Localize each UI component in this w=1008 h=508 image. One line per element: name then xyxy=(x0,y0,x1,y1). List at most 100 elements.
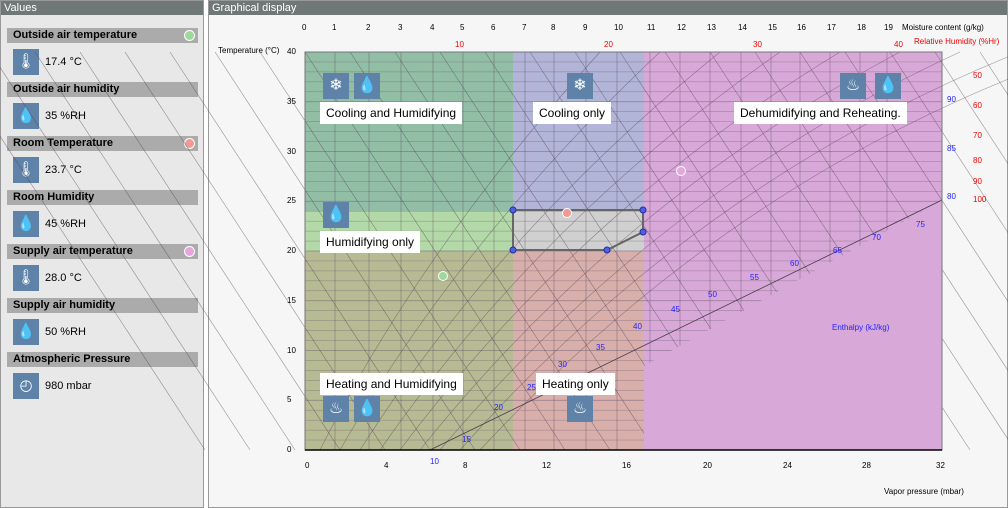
zone-label: Humidifying only xyxy=(320,231,421,253)
data-point-room xyxy=(562,208,572,218)
rh-curve xyxy=(419,51,901,451)
enthalpy-tick-label: 60 xyxy=(790,259,799,268)
value-group: Outside air humidity 💧 35 %RH xyxy=(7,82,198,129)
moisture-tick-label: 12 xyxy=(677,23,686,32)
comfort-zone-outline xyxy=(512,209,644,251)
heater-icon: ♨ xyxy=(567,396,593,422)
moisture-tick-label: 10 xyxy=(614,23,623,32)
enthalpy-tick-label: 55 xyxy=(750,273,759,282)
enthalpy-line xyxy=(79,51,341,451)
enthalpy-line xyxy=(979,51,1008,96)
value-group: Supply air temperature 🌡 28.0 °C xyxy=(7,244,198,291)
value-label-text: Supply air humidity xyxy=(13,299,116,311)
moisture-tick-label: 2 xyxy=(366,23,371,32)
moisture-tick-label: 11 xyxy=(647,23,656,32)
heater-icon: ♨ xyxy=(840,73,866,99)
moisture-tick-label: 14 xyxy=(738,23,747,32)
comfort-zone-handle xyxy=(509,206,517,214)
saturation-line xyxy=(429,199,943,451)
enthalpy-tick-label: 15 xyxy=(462,435,471,444)
rh-tick-label: 90 xyxy=(973,177,982,186)
humidity-drops-icon: 💧 xyxy=(13,103,39,129)
value-label: Room Temperature xyxy=(7,136,198,151)
humidity-drops-icon: 💧 xyxy=(13,211,39,237)
enthalpy-tick-label: 10 xyxy=(430,457,439,466)
value-label: Supply air temperature xyxy=(7,244,198,259)
rh-blue-tick-label: 90 xyxy=(947,95,956,104)
moisture-tick-label: 6 xyxy=(491,23,496,32)
data-point-outside-air xyxy=(438,271,448,281)
enthalpy-tick-label: 35 xyxy=(596,343,605,352)
value-label-text: Outside air humidity xyxy=(13,83,120,95)
snowflake-icon: ❄ xyxy=(567,73,593,99)
enthalpy-line xyxy=(0,66,251,451)
vapor-tick-label: 4 xyxy=(384,461,389,470)
enthalpy-tick-label: 50 xyxy=(708,290,717,299)
value-group: Room Humidity 💧 45 %RH xyxy=(7,190,198,237)
humidify-icon: 💧 xyxy=(354,396,380,422)
rh-tick-label: 20 xyxy=(604,40,613,49)
comfort-zone-handle xyxy=(639,228,647,236)
zone-label: Heating only xyxy=(536,373,615,395)
value-text: 28.0 °C xyxy=(45,272,82,284)
y-tick-label: 5 xyxy=(287,395,292,405)
value-label: Room Humidity xyxy=(7,190,198,205)
value-label: Supply air humidity xyxy=(7,298,198,313)
value-label-text: Room Temperature xyxy=(13,137,114,149)
moisture-tick-label: 5 xyxy=(460,23,465,32)
moisture-tick-label: 17 xyxy=(827,23,836,32)
enthalpy-tick-label: 30 xyxy=(558,360,567,369)
value-label: Outside air temperature xyxy=(7,28,198,43)
moisture-tick-label: 16 xyxy=(797,23,806,32)
enthalpy-axis-title: Enthalpy (kJ/kg) xyxy=(832,323,890,332)
y-tick-label: 25 xyxy=(287,196,296,206)
value-label-text: Atmospheric Pressure xyxy=(13,353,131,365)
zone-label: Cooling and Humidifying xyxy=(320,102,463,124)
vapor-tick-label: 24 xyxy=(783,461,792,470)
enthalpy-line xyxy=(934,51,1008,165)
comfort-zone-handle xyxy=(603,246,611,254)
value-label: Outside air humidity xyxy=(7,82,198,97)
moisture-tick-label: 0 xyxy=(302,23,307,32)
enthalpy-tick-label: 20 xyxy=(494,403,503,412)
enthalpy-tick-label: 65 xyxy=(833,246,842,255)
enthalpy-tick-label: 45 xyxy=(671,305,680,314)
value-label: Atmospheric Pressure xyxy=(7,352,198,367)
rh-axis-title: Relative Humidity (%Hr) xyxy=(914,37,1000,46)
value-text: 980 mbar xyxy=(45,380,92,392)
humidify-icon: 💧 xyxy=(323,202,349,228)
moisture-tick-label: 3 xyxy=(398,23,403,32)
zone-label: Cooling only xyxy=(533,102,612,124)
rh-tick-label: 60 xyxy=(973,101,982,110)
y-tick-label: 40 xyxy=(287,47,296,56)
enthalpy-line xyxy=(34,51,296,451)
rh-tick-label: 70 xyxy=(973,131,982,140)
comfort-zone-handle xyxy=(509,246,517,254)
vapor-tick-label: 8 xyxy=(463,461,468,470)
y-tick-label: 30 xyxy=(287,146,296,156)
rh-curve xyxy=(459,56,1008,451)
y-tick-label: 35 xyxy=(287,96,296,106)
comfort-zone-handle xyxy=(639,206,647,214)
vapor-tick-label: 20 xyxy=(703,461,712,470)
value-label-text: Room Humidity xyxy=(13,191,95,203)
value-text: 50 %RH xyxy=(45,326,86,338)
y-tick-label: 0 xyxy=(287,445,292,454)
gauge-icon: ◴ xyxy=(13,373,39,399)
snowflake-icon: ❄ xyxy=(323,73,349,99)
status-dot xyxy=(184,246,195,257)
moisture-tick-label: 7 xyxy=(522,23,527,32)
rh-tick-label: 10 xyxy=(455,40,464,49)
enthalpy-tick-label: 75 xyxy=(916,220,925,229)
humidity-drops-icon: 💧 xyxy=(13,319,39,345)
moisture-tick-label: 8 xyxy=(551,23,556,32)
moisture-tick-label: 1 xyxy=(332,23,337,32)
vapor-tick-label: 28 xyxy=(862,461,871,470)
moisture-tick-label: 9 xyxy=(583,23,588,32)
y-axis-title: Temperature (°C) xyxy=(218,46,280,55)
thermometer-icon: 🌡 xyxy=(13,265,39,291)
dehumidify-icon: 💧 xyxy=(875,73,901,99)
rh-tick-label: 100 xyxy=(973,195,987,204)
moisture-tick-label: 4 xyxy=(430,23,435,32)
value-text: 23.7 °C xyxy=(45,164,82,176)
